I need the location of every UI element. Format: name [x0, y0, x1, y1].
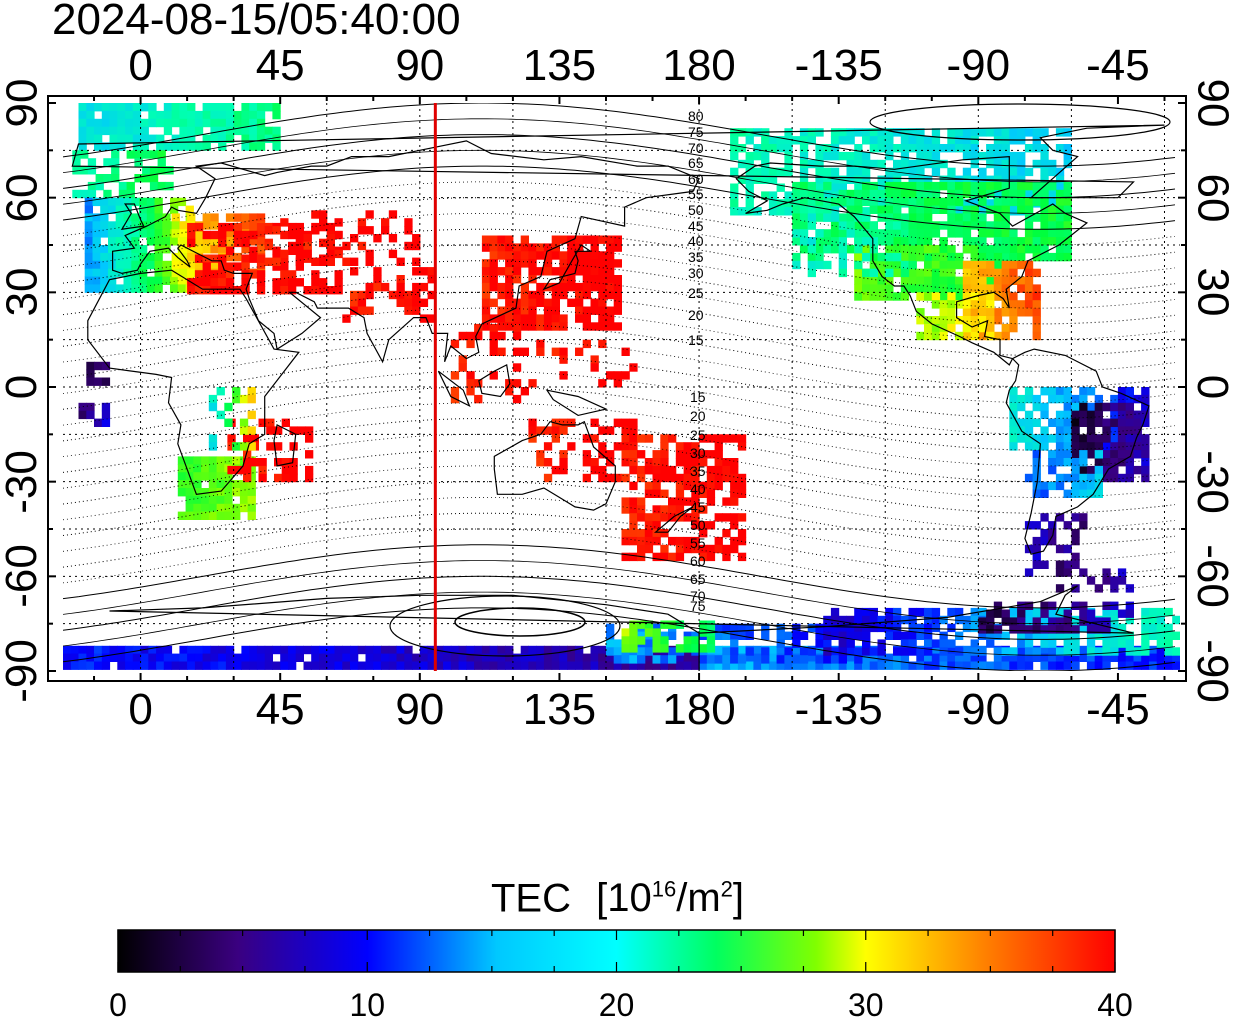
left-lat-tick-6: -90: [0, 639, 44, 703]
colorbar-unit: [1016/m2]: [596, 876, 744, 920]
colorbar-title: TEC [1016/m2]: [0, 866, 1235, 922]
right-lat-tick-5: -60: [1190, 545, 1234, 609]
top-lon-tick-0: 0: [128, 44, 152, 88]
colorbar-tick-0: 0: [109, 988, 127, 1022]
top-lon-tick-7: -45: [1086, 44, 1150, 88]
bottom-lon-tick-1: 45: [256, 688, 305, 732]
contour-label-n-7: 45: [688, 218, 704, 234]
top-lon-tick-3: 135: [523, 44, 596, 88]
contour-label-n-5: 55: [688, 186, 704, 202]
contour-label-n-4: 60: [688, 171, 704, 187]
left-lat-tick-2: 30: [0, 268, 44, 317]
bottom-lon-tick-7: -45: [1086, 688, 1150, 732]
top-lon-tick-5: -135: [795, 44, 883, 88]
colorbar-tick-2: 20: [599, 988, 635, 1022]
contour-label-n-1: 75: [688, 124, 704, 140]
contour-label-s-1: 20: [690, 408, 706, 424]
contour-label-s-4: 35: [690, 463, 706, 479]
colorbar-tick-1: 10: [349, 988, 385, 1022]
left-lat-tick-5: -60: [0, 545, 44, 609]
contour-label-n-6: 50: [688, 202, 704, 218]
colorbar-tick-3: 30: [848, 988, 884, 1022]
contour-label-s-0: 15: [690, 389, 706, 405]
contour-label-s-8: 55: [690, 535, 706, 551]
top-lon-tick-1: 45: [256, 44, 305, 88]
contour-label-s-3: 30: [690, 445, 706, 461]
bottom-lon-tick-6: -90: [947, 688, 1011, 732]
bottom-lon-tick-5: -135: [795, 688, 883, 732]
contour-label-s-12: 75: [690, 598, 706, 614]
contour-label-s-10: 65: [690, 571, 706, 587]
bottom-lon-tick-3: 135: [523, 688, 596, 732]
contour-label-s-2: 25: [690, 427, 706, 443]
contour-label-s-9: 60: [690, 553, 706, 569]
contour-label-n-12: 20: [688, 307, 704, 323]
contour-label-s-5: 40: [690, 481, 706, 497]
left-lat-tick-1: 60: [0, 173, 44, 222]
bottom-lon-tick-0: 0: [128, 688, 152, 732]
contour-label-n-2: 70: [688, 140, 704, 156]
top-lon-tick-6: -90: [947, 44, 1011, 88]
right-lat-tick-4: -30: [1190, 450, 1234, 514]
bottom-lon-tick-4: 180: [662, 688, 735, 732]
bottom-lon-tick-2: 90: [395, 688, 444, 732]
contour-label-n-3: 65: [688, 155, 704, 171]
contour-label-n-10: 30: [688, 265, 704, 281]
contour-label-s-6: 45: [690, 499, 706, 515]
left-lat-tick-4: -30: [0, 450, 44, 514]
contour-label-n-0: 80: [688, 108, 704, 124]
right-lat-tick-6: -90: [1190, 639, 1234, 703]
right-lat-tick-3: 0: [1190, 375, 1234, 399]
left-lat-tick-0: 90: [0, 79, 44, 128]
top-lon-tick-2: 90: [395, 44, 444, 88]
colorbar-tick-4: 40: [1097, 988, 1133, 1022]
unit-base: [10: [596, 876, 652, 920]
unit-exponent-2: 2: [721, 877, 733, 902]
right-lat-tick-1: 60: [1190, 173, 1234, 222]
colorbar-title-text: TEC: [491, 876, 571, 920]
unit-exponent: 16: [652, 877, 676, 902]
unit-close: ]: [733, 876, 744, 920]
contour-label-n-9: 35: [688, 249, 704, 265]
top-lon-tick-4: 180: [662, 44, 735, 88]
unit-mid: /m: [676, 876, 720, 920]
right-lat-tick-0: 90: [1190, 79, 1234, 128]
contour-label-n-8: 40: [688, 233, 704, 249]
contour-label-n-11: 25: [688, 285, 704, 301]
contour-label-n-13: 15: [688, 332, 704, 348]
left-lat-tick-3: 0: [0, 375, 44, 399]
right-lat-tick-2: 30: [1190, 268, 1234, 317]
contour-label-s-7: 50: [690, 517, 706, 533]
